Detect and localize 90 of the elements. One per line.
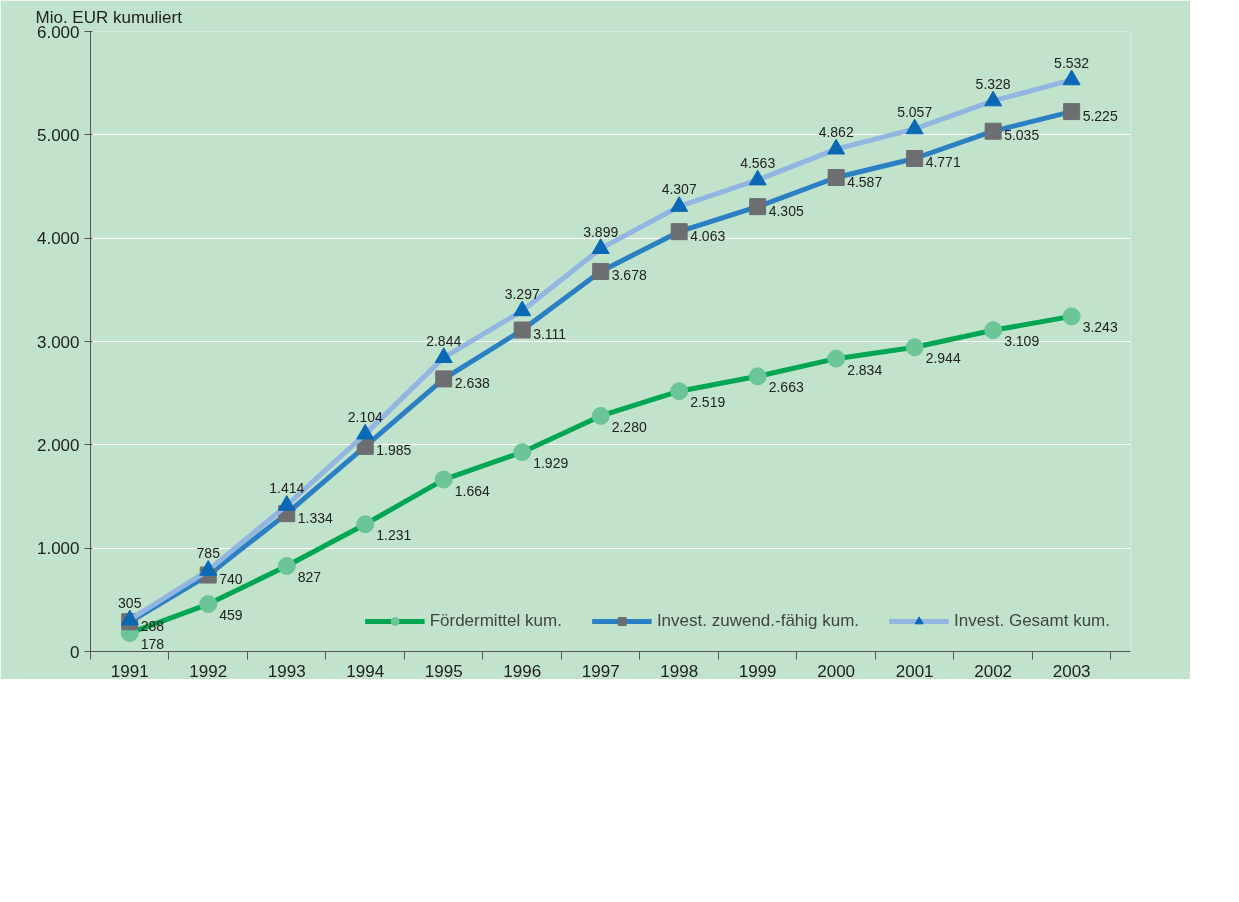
point <box>434 347 453 364</box>
x-tick-label: 1993 <box>267 661 306 681</box>
point <box>749 198 767 216</box>
y-tick-label: 0 <box>70 642 80 662</box>
data-label: 2.104 <box>347 409 383 426</box>
data-label: 305 <box>118 594 142 611</box>
y-tick-label: 3.000 <box>36 332 80 352</box>
data-label: 4.063 <box>690 227 726 244</box>
data-label: 3.111 <box>533 326 567 343</box>
data-label: 4.307 <box>661 181 697 198</box>
x-tick-label: 1999 <box>738 661 777 681</box>
data-label: 4.771 <box>925 154 961 171</box>
data-label: 4.305 <box>768 202 804 219</box>
data-label: 740 <box>219 571 243 588</box>
data-label: 827 <box>297 569 322 586</box>
point <box>1062 307 1081 326</box>
x-tick-label: 2000 <box>817 661 856 681</box>
x-tick-label: 1998 <box>660 661 699 681</box>
point <box>905 118 924 135</box>
data-label: 178 <box>140 636 165 653</box>
x-tick-label: 2003 <box>1052 661 1091 681</box>
data-label: 5.328 <box>975 75 1011 92</box>
point <box>670 382 689 401</box>
point <box>748 367 767 386</box>
point <box>435 370 453 388</box>
x-tick-label: 2001 <box>895 661 934 681</box>
point <box>1062 69 1081 86</box>
point <box>277 557 296 576</box>
data-label: 3.109 <box>1004 333 1040 350</box>
data-label: 459 <box>219 607 243 624</box>
data-label: 2.834 <box>847 361 883 378</box>
y-tick-label: 1.000 <box>36 539 80 559</box>
x-tick-label: 1991 <box>110 661 149 681</box>
y-tick-label: 2.000 <box>36 435 80 455</box>
data-label: 4.862 <box>818 124 854 141</box>
x-tick-label: 2002 <box>974 661 1013 681</box>
data-label: 1.985 <box>376 442 412 459</box>
data-label: 1.334 <box>297 509 333 526</box>
legend-label: Fördermittel kum. <box>429 611 562 631</box>
point <box>827 349 846 368</box>
point <box>591 238 610 255</box>
data-label: 1.231 <box>376 527 412 544</box>
data-label: 3.297 <box>504 285 540 302</box>
x-tick-label: 1995 <box>424 661 463 681</box>
y-tick-label: 4.000 <box>36 229 80 249</box>
point <box>199 595 218 614</box>
point <box>592 262 610 280</box>
data-label: 2.663 <box>768 379 804 396</box>
point <box>984 321 1003 340</box>
point <box>748 169 767 186</box>
data-label: 3.243 <box>1082 319 1118 336</box>
data-label: 1.929 <box>533 455 569 472</box>
data-label: 4.563 <box>740 154 776 171</box>
data-label: 2.944 <box>925 350 961 367</box>
data-label: 5.225 <box>1082 107 1118 124</box>
data-label: 1.414 <box>269 480 305 497</box>
x-tick-label: 1997 <box>581 661 620 681</box>
data-label: 2.280 <box>611 418 647 435</box>
data-label: 5.057 <box>897 103 933 120</box>
point <box>434 470 453 489</box>
point <box>513 321 531 339</box>
y-tick-label: 5.000 <box>36 125 80 145</box>
data-label: 3.899 <box>583 223 619 240</box>
point <box>356 515 375 534</box>
point <box>984 90 1003 107</box>
legend-label: Invest. Gesamt kum. <box>954 611 1110 631</box>
legend-label: Invest. zuwend.-fähig kum. <box>656 611 860 631</box>
point <box>984 122 1002 140</box>
data-label: 785 <box>196 545 221 562</box>
data-label: 4.587 <box>847 173 883 190</box>
data-label: 5.035 <box>1004 127 1040 144</box>
point <box>670 196 689 212</box>
point <box>513 443 532 462</box>
data-label: 2.519 <box>690 394 726 411</box>
x-tick-label: 1992 <box>189 661 228 681</box>
point <box>513 300 532 317</box>
point <box>827 169 845 187</box>
data-label: 5.532 <box>1054 54 1090 71</box>
point <box>827 138 846 155</box>
data-label: 3.678 <box>611 267 647 284</box>
point <box>591 406 610 425</box>
point <box>906 150 924 167</box>
point <box>1063 103 1081 121</box>
x-tick-label: 1994 <box>346 661 385 681</box>
x-tick-label: 1996 <box>503 661 542 681</box>
data-label: 1.664 <box>454 482 490 499</box>
data-label: 2.638 <box>454 374 490 391</box>
point <box>670 223 688 241</box>
data-label: 2.844 <box>426 332 462 349</box>
point <box>905 338 924 357</box>
